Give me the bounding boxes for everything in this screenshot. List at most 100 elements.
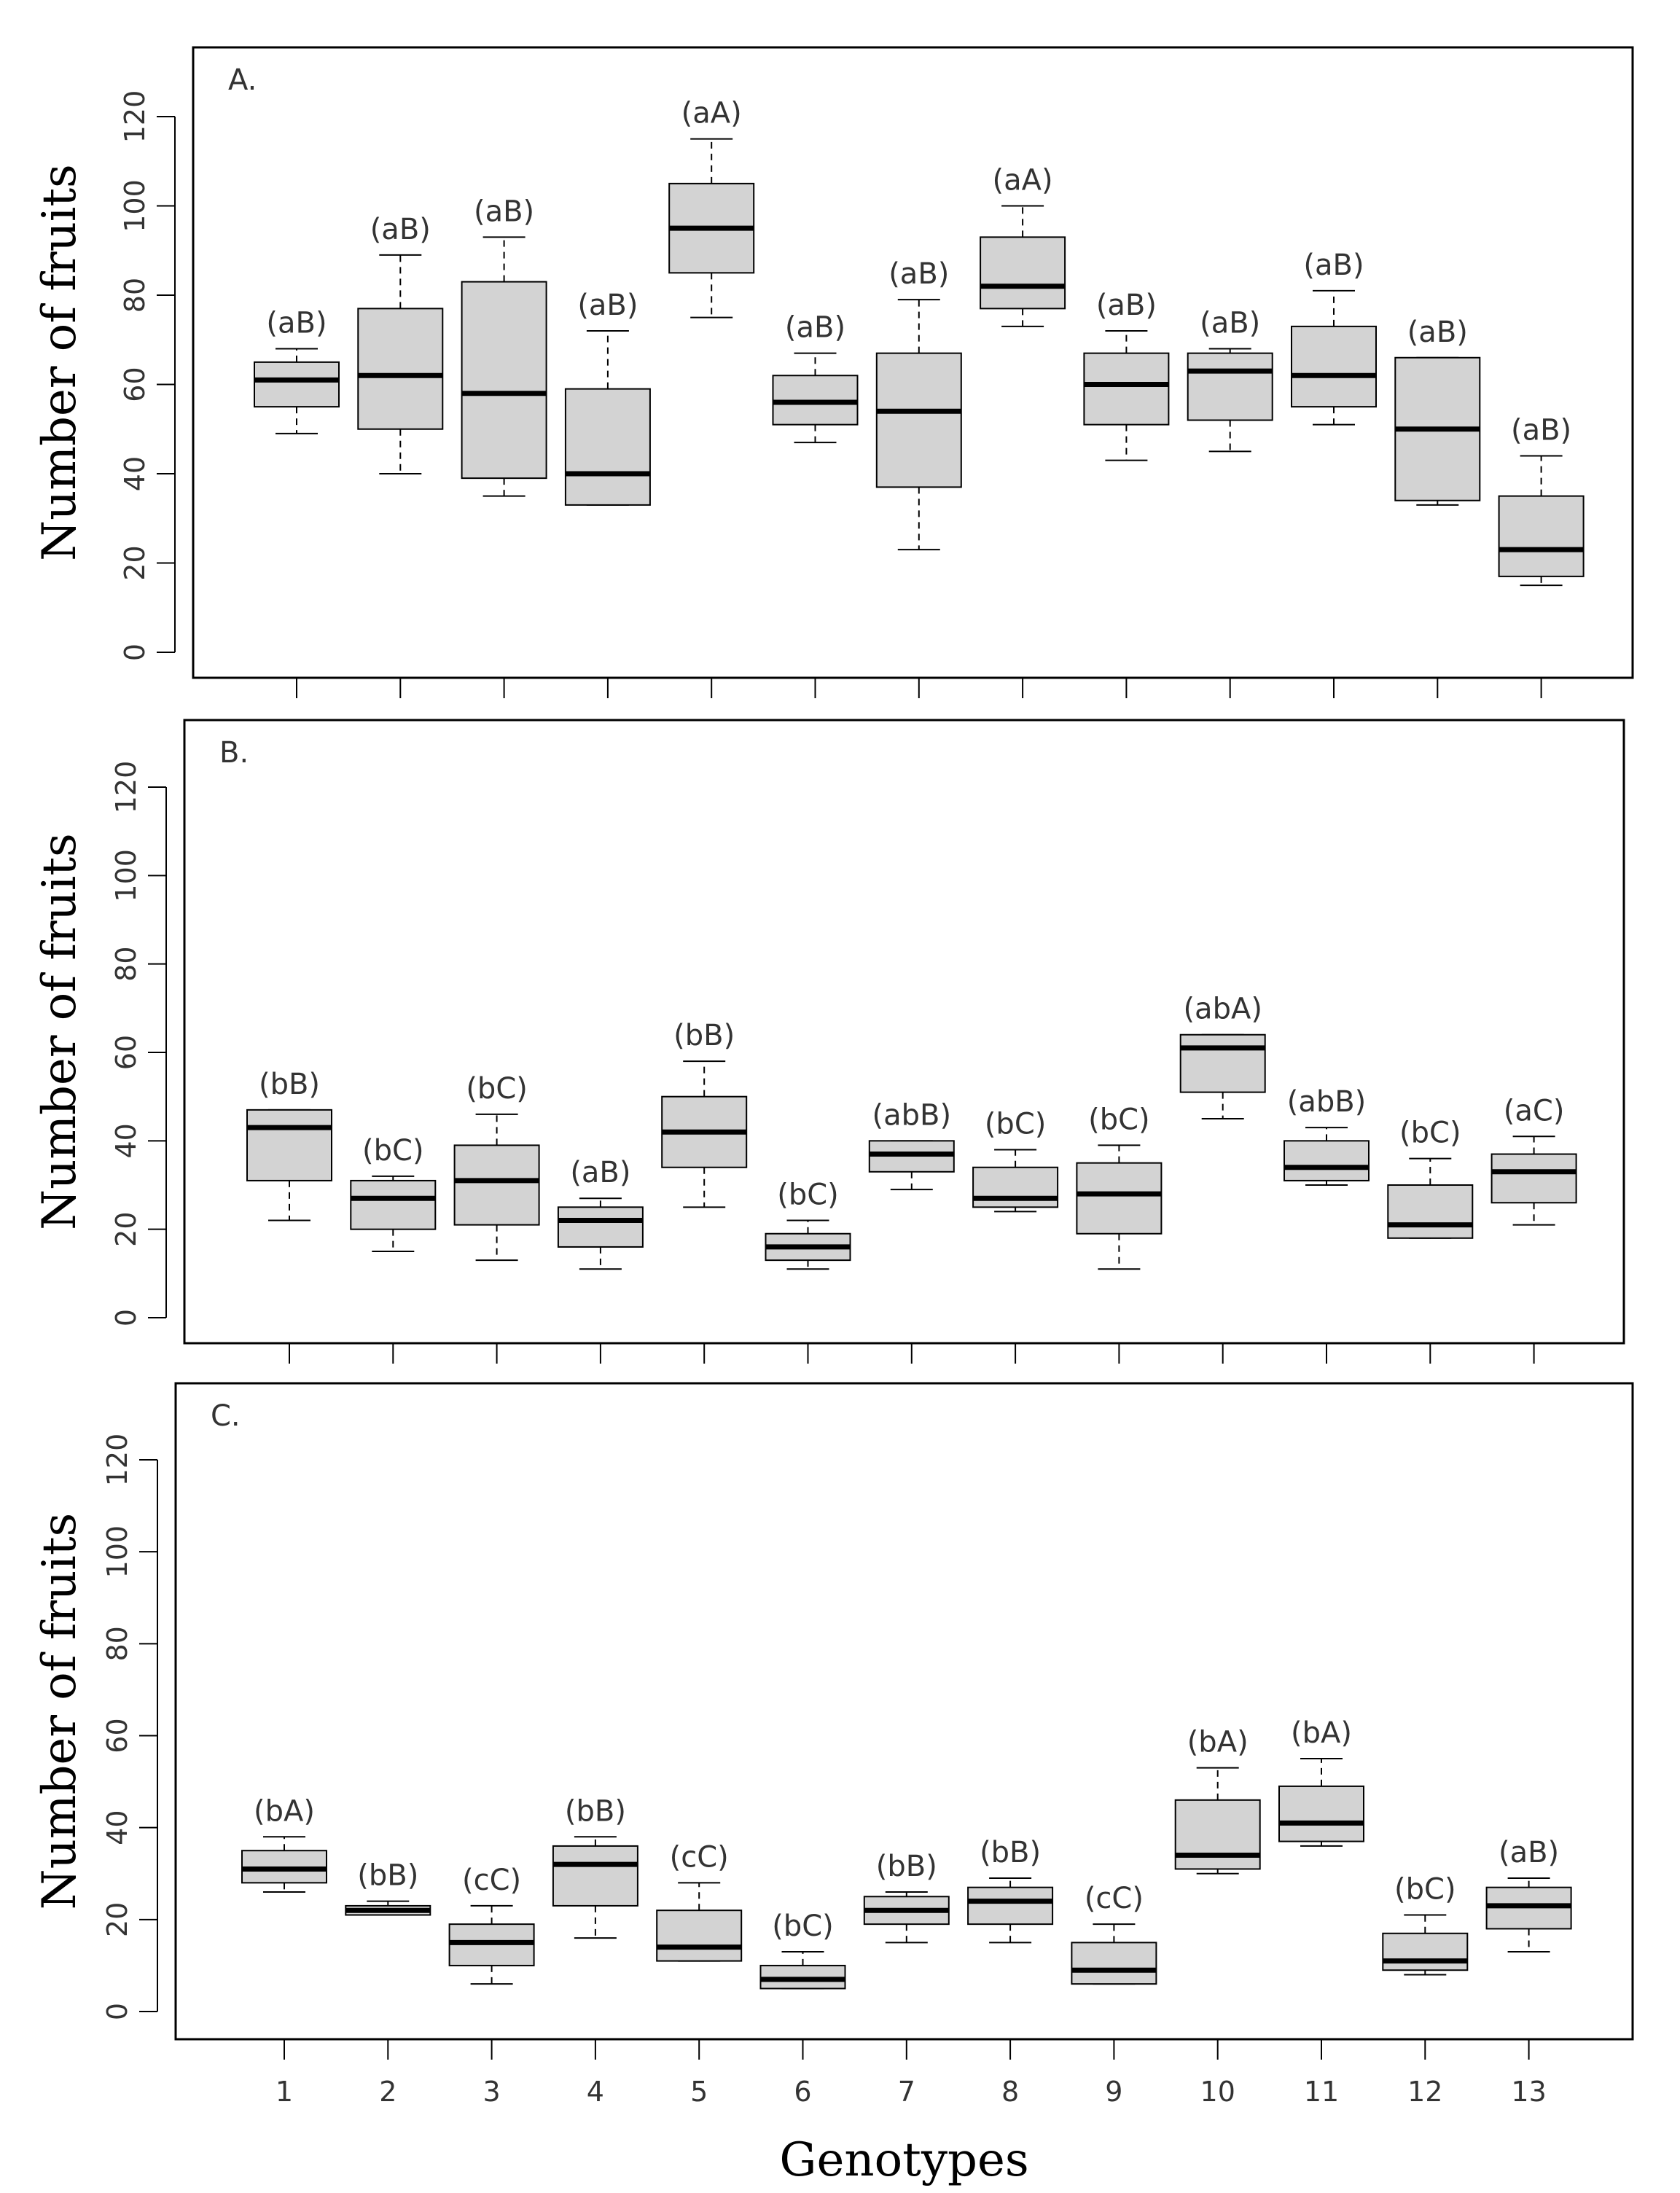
y-tick-label: 80 (101, 1626, 133, 1661)
box-3: (cC) (448, 1864, 535, 1985)
box-13: (aB) (1498, 414, 1585, 587)
x-tick-label: 2 (379, 2076, 396, 2108)
y-tick-label: 80 (119, 278, 151, 313)
iqr-box (1278, 1785, 1364, 1842)
y-tick-label: 100 (119, 179, 151, 232)
x-axis-title: Genotypes (779, 2133, 1028, 2187)
iqr-box (967, 1886, 1054, 1926)
box-3: (bC) (453, 1072, 540, 1262)
iqr-box (564, 388, 651, 506)
box-2: (bC) (350, 1134, 437, 1252)
significance-label: (abA) (1183, 993, 1262, 1026)
box-13: (aB) (1485, 1836, 1572, 1952)
significance-label: (bA) (1291, 1716, 1352, 1750)
box-4: (aB) (564, 289, 651, 506)
significance-label: (aB) (1499, 1836, 1559, 1869)
y-tick-label: 20 (101, 1902, 133, 1937)
significance-label: (aB) (1096, 289, 1157, 322)
y-tick-label: 100 (110, 849, 142, 902)
iqr-box (980, 236, 1066, 310)
x-tick-label: 8 (1001, 2076, 1019, 2108)
y-tick-label: 120 (110, 761, 142, 814)
significance-label: (cC) (1085, 1882, 1144, 1915)
significance-label: (bC) (1394, 1873, 1456, 1907)
box-3: (aB) (461, 195, 547, 497)
x-tick-label: 11 (1304, 2076, 1339, 2108)
iqr-box (552, 1845, 638, 1907)
box-9: (bC) (1076, 1103, 1163, 1270)
significance-label: (abB) (1287, 1085, 1367, 1119)
box-11: (aB) (1291, 249, 1377, 426)
box-12: (bC) (1382, 1873, 1469, 1976)
x-tick-label: 9 (1105, 2076, 1122, 2108)
box-12: (aB) (1394, 316, 1481, 506)
y-tick-label: 120 (119, 90, 151, 144)
box-5: (bB) (661, 1019, 748, 1208)
significance-label: (aB) (577, 289, 638, 322)
iqr-box (350, 1179, 437, 1230)
significance-label: (bB) (357, 1859, 418, 1893)
significance-label: (aB) (474, 195, 534, 228)
significance-label: (aB) (1200, 307, 1260, 340)
significance-label: (bC) (362, 1134, 424, 1168)
box-7: (abB) (868, 1098, 955, 1191)
significance-label: (bB) (565, 1794, 626, 1828)
y-tick-label: 60 (101, 1718, 133, 1753)
box-1: (aB) (254, 307, 340, 434)
significance-label: (bB) (673, 1019, 735, 1052)
y-axis-title: Number of fruits (33, 164, 87, 561)
box-10: (abA) (1179, 993, 1266, 1119)
iqr-box (1179, 1033, 1266, 1093)
box-9: (cC) (1071, 1882, 1157, 1985)
iqr-box (1174, 1799, 1261, 1870)
iqr-box (1284, 1140, 1370, 1181)
box-2: (aB) (357, 213, 444, 474)
box-6: (bC) (765, 1178, 851, 1270)
significance-label: (aB) (266, 307, 327, 340)
y-tick-label: 80 (110, 946, 142, 981)
plot-frame (192, 46, 1634, 679)
iqr-box (246, 1109, 332, 1181)
box-8: (aA) (980, 164, 1066, 327)
significance-label: (aA) (993, 164, 1053, 198)
box-10: (bA) (1174, 1726, 1261, 1875)
significance-label: (bB) (980, 1836, 1041, 1869)
significance-label: (bC) (1088, 1103, 1150, 1136)
iqr-box (461, 281, 547, 480)
box-12: (bC) (1387, 1117, 1474, 1239)
y-tick-label: 40 (119, 456, 151, 491)
box-8: (bB) (967, 1836, 1054, 1944)
y-tick-label: 120 (101, 1434, 133, 1487)
iqr-box (656, 1909, 743, 1962)
significance-label: (bA) (254, 1794, 315, 1828)
y-tick-label: 60 (119, 367, 151, 402)
y-tick-label: 0 (119, 644, 151, 661)
significance-label: (cC) (670, 1840, 729, 1874)
iqr-box (557, 1206, 644, 1248)
x-tick-label: 3 (483, 2076, 501, 2108)
plot-frame (174, 1382, 1634, 2041)
iqr-box (1076, 1162, 1163, 1235)
iqr-box (1387, 1184, 1474, 1239)
y-axis-title: Number of fruits (33, 1513, 87, 1910)
x-tick-label: 6 (794, 2076, 811, 2108)
box-8: (bC) (972, 1107, 1059, 1213)
box-7: (bB) (863, 1850, 950, 1944)
significance-label: (aB) (1303, 249, 1364, 282)
panel-a: A. 0 20 40 60 80 100 120 Number of fruits (aB) (aB… (33, 46, 1634, 698)
box-10: (aB) (1187, 307, 1273, 453)
box-4: (bB) (552, 1794, 638, 1939)
significance-label: (aB) (888, 257, 949, 291)
panel-label: A. (228, 63, 257, 97)
significance-label: (bC) (985, 1107, 1047, 1141)
y-tick-label: 40 (101, 1810, 133, 1845)
iqr-box (1498, 495, 1585, 577)
x-tick-label: 1 (276, 2076, 293, 2108)
y-tick-label: 60 (110, 1035, 142, 1070)
x-tick-label: 7 (898, 2076, 915, 2108)
box-11: (abB) (1284, 1085, 1370, 1186)
box-6: (bC) (759, 1909, 846, 1990)
x-tick-label: 12 (1407, 2076, 1442, 2108)
significance-label: (aB) (1407, 316, 1468, 349)
